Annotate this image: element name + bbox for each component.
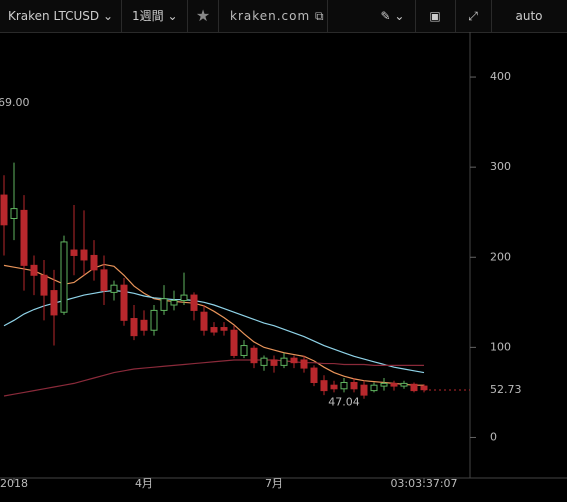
interval-button[interactable]: 1週間 ⌄	[122, 0, 188, 32]
candle-body	[410, 383, 418, 392]
candle-body	[30, 264, 38, 276]
candle-body	[370, 384, 378, 392]
candle-body	[80, 249, 88, 261]
candle-body	[310, 367, 318, 383]
moving-average	[3, 359, 424, 397]
candle-body	[40, 274, 48, 296]
candle-body	[170, 300, 178, 306]
candle-body	[160, 298, 168, 311]
last-price-label: 52.73	[490, 383, 522, 396]
draw-button[interactable]: ✎ ⌄	[370, 0, 416, 32]
candle-body	[260, 357, 268, 366]
scale-button[interactable]: auto	[491, 0, 567, 32]
y-tick-label: 300	[490, 160, 511, 173]
candle-body	[150, 309, 158, 331]
low-annotation: 47.04	[328, 395, 360, 408]
candle-body	[20, 209, 28, 266]
moving-average	[3, 289, 425, 374]
source-button[interactable]: kraken.com ⧉	[218, 0, 328, 32]
candle-body	[110, 284, 118, 293]
symbol-button[interactable]: Kraken LTCUSD ⌄	[0, 0, 122, 32]
scale: auto	[515, 9, 543, 23]
x-tick-label: 4月	[135, 477, 153, 490]
candle-body	[300, 359, 308, 369]
y-tick-label: 100	[490, 340, 511, 353]
candle-body	[190, 294, 198, 311]
symbol: Kraken LTCUSD	[8, 9, 100, 23]
candle-body	[270, 359, 278, 366]
candle-body	[320, 380, 328, 392]
y-tick-label: 0	[490, 430, 497, 443]
candle-body	[350, 381, 358, 390]
candle-body	[120, 284, 128, 321]
x-tick-label: 7月	[265, 477, 283, 490]
candle-body	[90, 254, 98, 271]
toolbar: Kraken LTCUSD ⌄ 1週間 ⌄ ★ kraken.com ⧉ ✎ ⌄…	[0, 0, 567, 33]
candle-body	[400, 382, 408, 387]
candle-body	[200, 311, 208, 331]
candle-body	[60, 241, 68, 313]
candle-body	[240, 345, 248, 356]
candle-body	[130, 318, 138, 337]
candle-body	[70, 249, 78, 256]
candle-body	[330, 384, 338, 390]
candle-body	[280, 357, 288, 366]
candle-body	[250, 347, 258, 364]
candle-body	[0, 194, 8, 226]
fullscreen-button[interactable]: ⤢	[455, 0, 492, 32]
candle-body	[290, 357, 298, 364]
y-tick-label: 200	[490, 250, 511, 263]
candle-body	[220, 327, 228, 331]
interval: 1週間	[132, 9, 164, 23]
candle-body	[230, 329, 238, 356]
candle-body	[420, 385, 428, 391]
candle-body	[140, 319, 148, 331]
x-tick-label: 03:03:37:07	[390, 477, 457, 490]
x-tick-label: 2018	[0, 477, 28, 490]
candle-body	[380, 382, 388, 387]
candle-body	[50, 290, 58, 316]
candle-body	[180, 294, 188, 302]
candle-body	[390, 382, 398, 387]
candle-body	[100, 269, 108, 292]
high-annotation: 69.00	[0, 96, 30, 109]
candle-body	[10, 208, 18, 220]
favorite-button[interactable]: ★	[188, 0, 219, 32]
y-tick-label: 400	[490, 70, 511, 83]
chart: 0 100 200 300 400 2018 4月 7月 03:03:37:07 52.73 69.…	[0, 32, 567, 490]
candle-body	[210, 327, 218, 333]
source: kraken.com	[230, 9, 311, 23]
indicator-button[interactable]: ▣	[415, 0, 456, 32]
candle-body	[360, 384, 368, 396]
candle-body	[340, 381, 348, 390]
